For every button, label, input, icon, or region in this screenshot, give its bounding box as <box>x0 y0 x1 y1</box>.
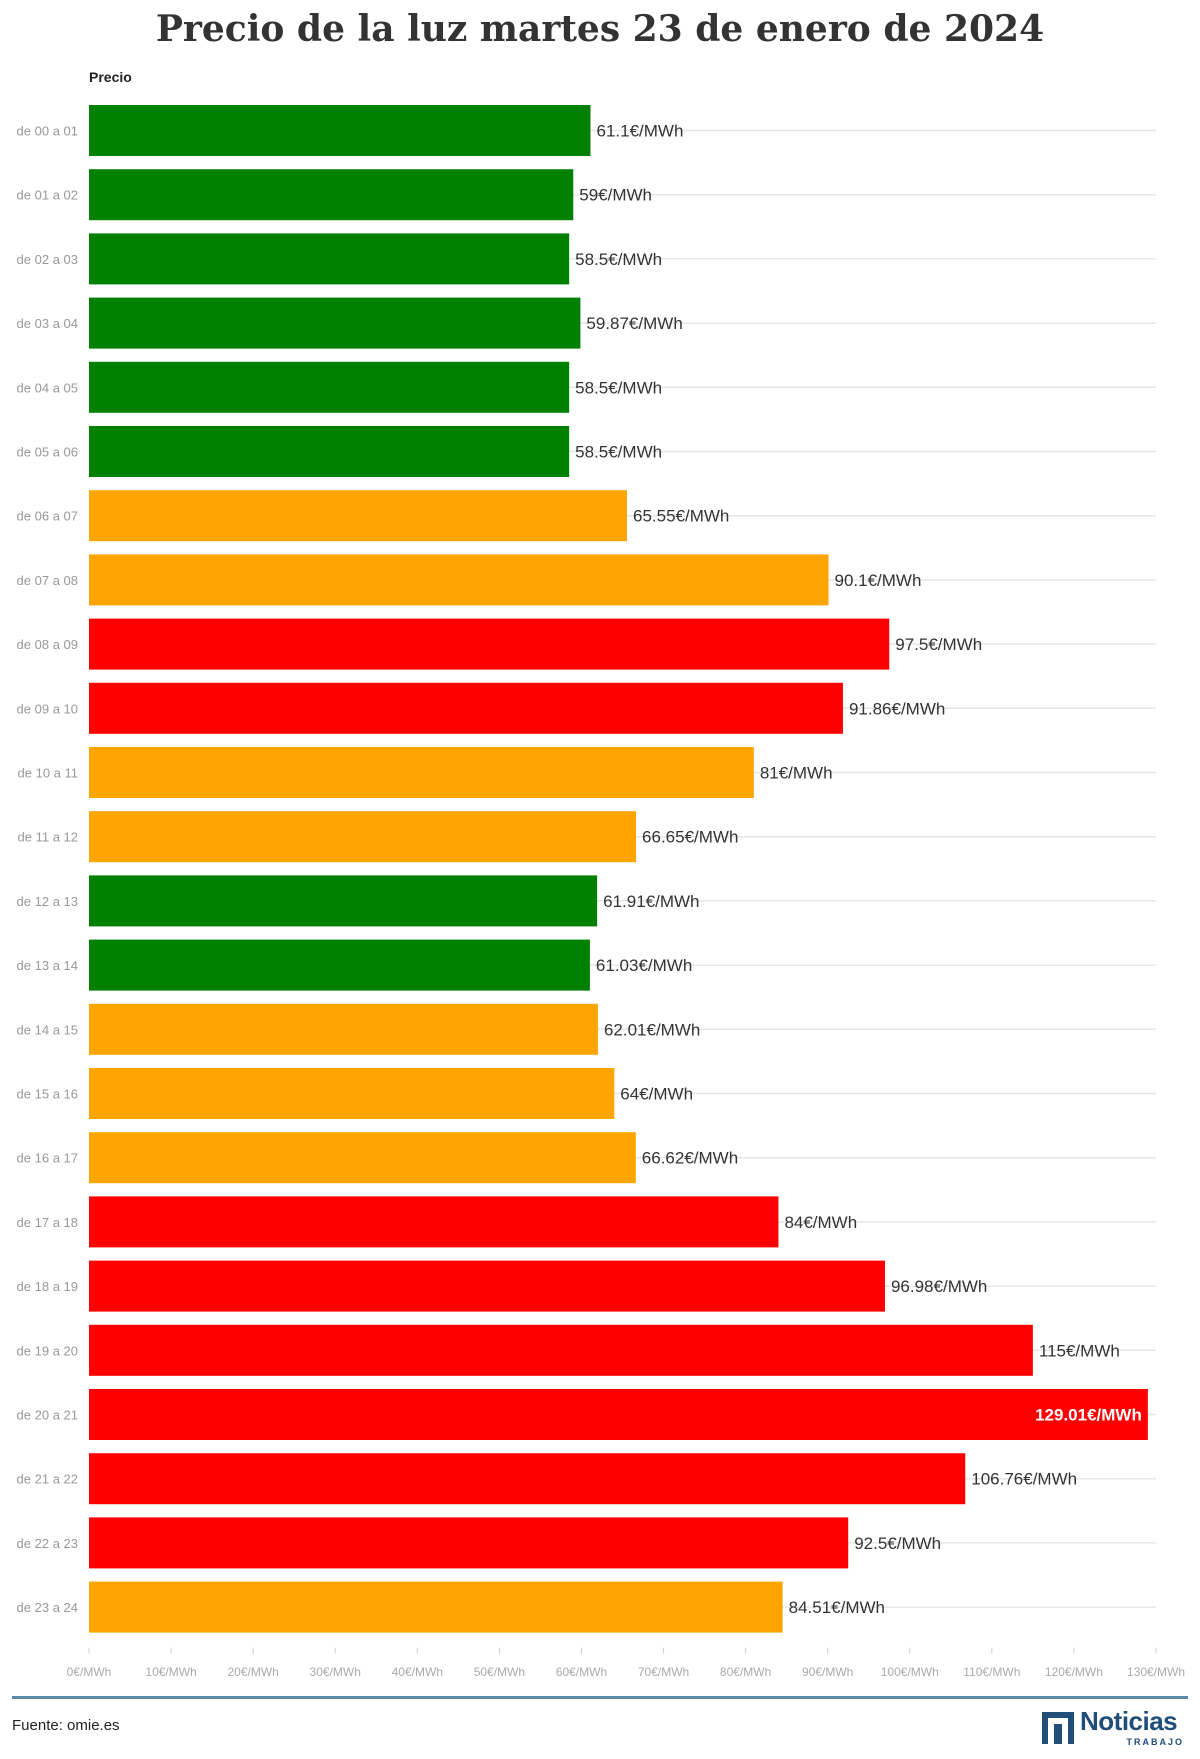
category-label: de 15 a 16 <box>17 1087 78 1102</box>
category-label: de 22 a 23 <box>17 1536 78 1551</box>
category-label: de 05 a 06 <box>17 445 78 460</box>
category-label: de 02 a 03 <box>17 252 78 267</box>
bar <box>89 1389 1148 1440</box>
x-tick-label: 50€/MWh <box>474 1665 525 1679</box>
source-note: Fuente: omie.es <box>12 1717 120 1734</box>
category-label: de 11 a 12 <box>18 830 78 845</box>
bar <box>89 554 829 606</box>
logo-wordmark: Noticias <box>1080 1706 1178 1736</box>
category-label: de 17 a 18 <box>17 1215 78 1230</box>
footer-divider <box>12 1696 1188 1699</box>
data-label: 66.65€/MWh <box>642 828 738 847</box>
x-tick-label: 0€/MWh <box>67 1665 112 1679</box>
data-label: 129.01€/MWh <box>1035 1406 1142 1425</box>
bar <box>89 490 628 542</box>
bar <box>89 1260 885 1312</box>
bar <box>89 811 637 863</box>
bar <box>89 618 890 670</box>
x-tick-label: 90€/MWh <box>802 1665 853 1679</box>
bar <box>89 1517 849 1569</box>
data-label: 81€/MWh <box>760 764 833 783</box>
bar <box>89 747 754 798</box>
bar <box>89 1453 966 1505</box>
data-label: 115€/MWh <box>1039 1341 1120 1360</box>
data-label: 59€/MWh <box>579 186 652 205</box>
x-tick-label: 80€/MWh <box>720 1665 771 1679</box>
data-label: 62.01€/MWh <box>604 1020 700 1039</box>
category-label: de 10 a 11 <box>18 766 78 781</box>
data-label: 61.03€/MWh <box>596 956 692 975</box>
data-label: 61.91€/MWh <box>603 892 699 911</box>
bar <box>89 1196 779 1248</box>
category-label: de 00 a 01 <box>17 124 78 139</box>
category-label: de 07 a 08 <box>17 573 78 588</box>
bar <box>89 1132 636 1184</box>
category-label: de 06 a 07 <box>17 509 78 524</box>
x-tick-label: 120€/MWh <box>1045 1665 1103 1679</box>
series-label: Precio <box>89 69 132 85</box>
data-label: 84.51€/MWh <box>789 1598 885 1617</box>
logo-subtitle: TRABAJO <box>1126 1737 1184 1747</box>
data-label: 90.1€/MWh <box>835 571 922 590</box>
category-label: de 21 a 22 <box>17 1472 78 1487</box>
bar <box>89 361 570 413</box>
x-tick-label: 130€/MWh <box>1127 1665 1185 1679</box>
data-label: 92.5€/MWh <box>854 1534 941 1553</box>
bar <box>89 297 581 349</box>
category-label: de 23 a 24 <box>17 1600 78 1615</box>
data-label: 61.1€/MWh <box>596 122 683 141</box>
bar <box>89 1581 783 1633</box>
x-tick-label: 60€/MWh <box>556 1665 607 1679</box>
category-label: de 14 a 15 <box>17 1022 78 1037</box>
category-label: de 09 a 10 <box>17 701 78 716</box>
x-tick-label: 30€/MWh <box>310 1665 361 1679</box>
category-label: de 18 a 19 <box>17 1279 78 1294</box>
data-label: 97.5€/MWh <box>895 635 982 654</box>
x-tick-label: 110€/MWh <box>963 1665 1020 1679</box>
data-label: 65.55€/MWh <box>633 507 729 526</box>
data-label: 64€/MWh <box>620 1085 693 1104</box>
bar <box>89 105 591 156</box>
bar <box>89 1324 1033 1376</box>
category-label: de 08 a 09 <box>17 637 78 652</box>
bar <box>89 875 598 927</box>
data-label: 58.5€/MWh <box>575 443 662 462</box>
bar <box>89 169 574 221</box>
x-tick-label: 10€/MWh <box>145 1665 196 1679</box>
bar <box>89 426 570 477</box>
logo-mark-icon <box>1042 1712 1074 1744</box>
category-label: de 20 a 21 <box>17 1408 78 1423</box>
category-label: de 12 a 13 <box>17 894 78 909</box>
category-label: de 16 a 17 <box>17 1151 78 1166</box>
data-label: 96.98€/MWh <box>891 1277 987 1296</box>
x-tick-label: 40€/MWh <box>392 1665 443 1679</box>
category-label: de 03 a 04 <box>17 316 78 331</box>
x-tick-label: 100€/MWh <box>881 1665 939 1679</box>
x-tick-label: 70€/MWh <box>638 1665 689 1679</box>
category-label: de 01 a 02 <box>17 188 78 203</box>
data-label: 106.76€/MWh <box>971 1470 1077 1489</box>
data-label: 84€/MWh <box>784 1213 857 1232</box>
bar <box>89 939 590 991</box>
data-label: 59.87€/MWh <box>586 314 682 333</box>
category-label: de 13 a 14 <box>17 958 78 973</box>
x-tick-label: 20€/MWh <box>227 1665 278 1679</box>
category-label: de 04 a 05 <box>17 380 78 395</box>
bar <box>89 682 843 734</box>
data-label: 66.62€/MWh <box>642 1149 738 1168</box>
data-label: 58.5€/MWh <box>575 378 662 397</box>
bar <box>89 1068 615 1119</box>
chart-title: Precio de la luz martes 23 de enero de 2… <box>155 8 1045 50</box>
bar <box>89 233 570 285</box>
data-label: 91.86€/MWh <box>849 699 945 718</box>
noticias-trabajo-logo[interactable]: Noticias TRABAJO <box>1042 1706 1188 1748</box>
bar <box>89 1003 598 1055</box>
data-label: 58.5€/MWh <box>575 250 662 269</box>
category-label: de 19 a 20 <box>17 1343 78 1358</box>
